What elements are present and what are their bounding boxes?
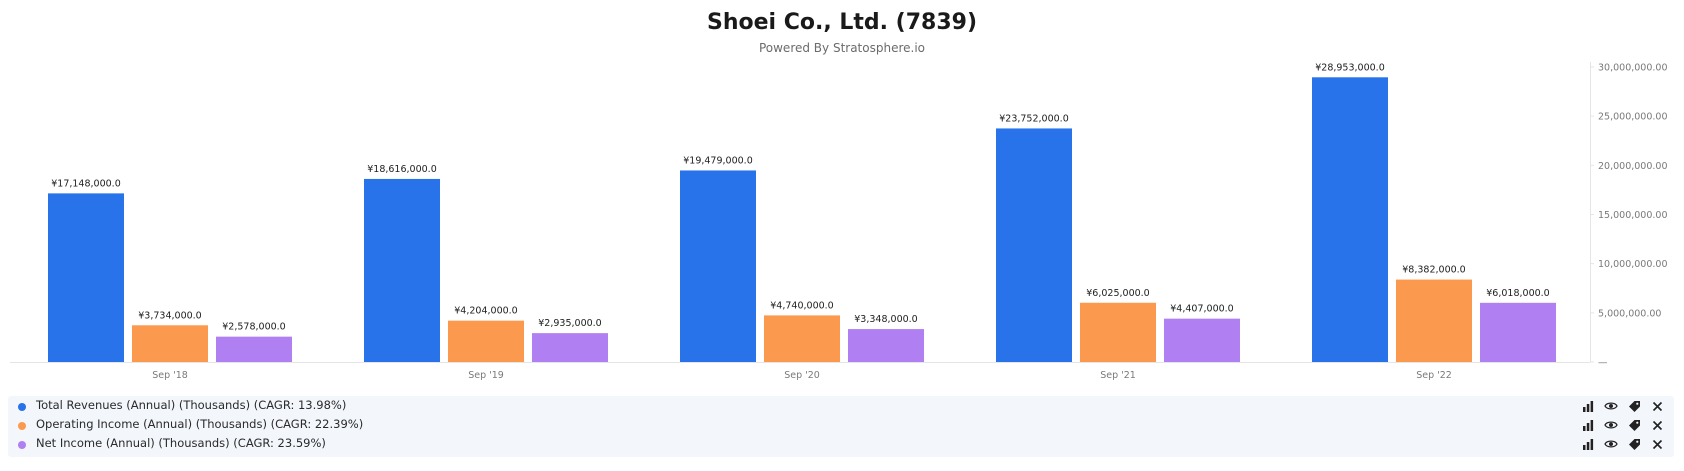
bar-revenue-0	[48, 193, 124, 362]
data-label-net-2: ¥3,348,000.0	[854, 314, 917, 325]
chart-subtitle: Powered By Stratosphere.io	[758, 41, 926, 55]
bar-net-1	[532, 333, 608, 362]
legend-swatch	[18, 403, 26, 411]
data-label-net-3: ¥4,407,000.0	[1170, 304, 1233, 315]
legend-item-net[interactable]: Net Income (Annual) (Thousands) (CAGR: 2…	[8, 435, 1674, 454]
chart-title: Shoei Co., Ltd. (7839)	[706, 10, 977, 35]
close-icon[interactable]	[1650, 437, 1664, 451]
bar-operating-4	[1396, 279, 1472, 362]
y-tick-label: 25,000,000.00	[1598, 112, 1668, 123]
bar-operating-0	[132, 325, 208, 362]
tag-icon[interactable]	[1627, 418, 1641, 432]
bar-chart: — 5,000,000.00 10,000,000.00 15,000,000.00 2…	[10, 62, 1668, 381]
close-icon[interactable]	[1650, 399, 1664, 413]
bar-net-2	[848, 329, 924, 362]
bar-operating-1	[448, 320, 524, 362]
y-tick-label: 10,000,000.00	[1598, 259, 1668, 270]
data-label-revenue-1: ¥18,616,000.0	[367, 164, 437, 175]
bar-revenue-3	[996, 128, 1072, 362]
data-label-revenue-4: ¥28,953,000.0	[1315, 62, 1385, 73]
legend-swatch	[18, 441, 26, 449]
bar-revenue-1	[364, 178, 440, 362]
bar-net-3	[1164, 318, 1240, 362]
x-tick-label: Sep '20	[784, 370, 820, 381]
data-label-operating-0: ¥3,734,000.0	[138, 310, 201, 321]
y-tick-label: 20,000,000.00	[1598, 161, 1668, 172]
data-label-operating-1: ¥4,204,000.0	[454, 306, 517, 317]
bar-chart-icon[interactable]	[1581, 399, 1595, 413]
eye-icon[interactable]	[1604, 437, 1618, 451]
y-tick-label: 30,000,000.00	[1598, 63, 1668, 74]
eye-icon[interactable]	[1604, 418, 1618, 432]
bar-net-0	[216, 336, 292, 362]
data-label-operating-4: ¥8,382,000.0	[1402, 265, 1465, 276]
bar-chart-icon[interactable]	[1581, 437, 1595, 451]
tag-icon[interactable]	[1627, 399, 1641, 413]
data-label-operating-3: ¥6,025,000.0	[1086, 288, 1149, 299]
data-label-net-1: ¥2,935,000.0	[538, 318, 601, 329]
data-label-net-4: ¥6,018,000.0	[1486, 288, 1549, 299]
data-label-operating-2: ¥4,740,000.0	[770, 300, 833, 311]
data-label-net-0: ¥2,578,000.0	[222, 322, 285, 333]
bar-chart-icon[interactable]	[1581, 418, 1595, 432]
y-tick-label: —	[1598, 358, 1608, 369]
legend-label: Total Revenues (Annual) (Thousands) (CAG…	[36, 398, 347, 412]
x-tick-label: Sep '19	[468, 370, 504, 381]
legend-actions	[1581, 417, 1664, 433]
data-label-revenue-3: ¥23,752,000.0	[999, 113, 1069, 124]
y-tick-label: 5,000,000.00	[1598, 308, 1661, 319]
data-label-revenue-0: ¥17,148,000.0	[51, 178, 121, 189]
y-tick-label: 15,000,000.00	[1598, 210, 1668, 221]
legend-item-operating[interactable]: Operating Income (Annual) (Thousands) (C…	[8, 416, 1674, 435]
x-tick-label: Sep '22	[1416, 370, 1452, 381]
legend-panel: Total Revenues (Annual) (Thousands) (CAG…	[8, 396, 1674, 457]
x-tick-label: Sep '18	[152, 370, 188, 381]
close-icon[interactable]	[1650, 418, 1664, 432]
tag-icon[interactable]	[1627, 437, 1641, 451]
eye-icon[interactable]	[1604, 399, 1618, 413]
legend-swatch	[18, 422, 26, 430]
legend-actions	[1581, 398, 1664, 414]
x-tick-label: Sep '21	[1100, 370, 1136, 381]
bar-revenue-2	[680, 170, 756, 362]
bar-revenue-4	[1312, 77, 1388, 362]
data-label-revenue-2: ¥19,479,000.0	[683, 155, 753, 166]
legend-item-revenue[interactable]: Total Revenues (Annual) (Thousands) (CAG…	[8, 397, 1674, 416]
bar-operating-2	[764, 315, 840, 362]
legend-label: Net Income (Annual) (Thousands) (CAGR: 2…	[36, 436, 326, 450]
bar-net-4	[1480, 302, 1556, 362]
bar-operating-3	[1080, 302, 1156, 362]
legend-label: Operating Income (Annual) (Thousands) (C…	[36, 417, 364, 431]
legend-actions	[1581, 436, 1664, 452]
